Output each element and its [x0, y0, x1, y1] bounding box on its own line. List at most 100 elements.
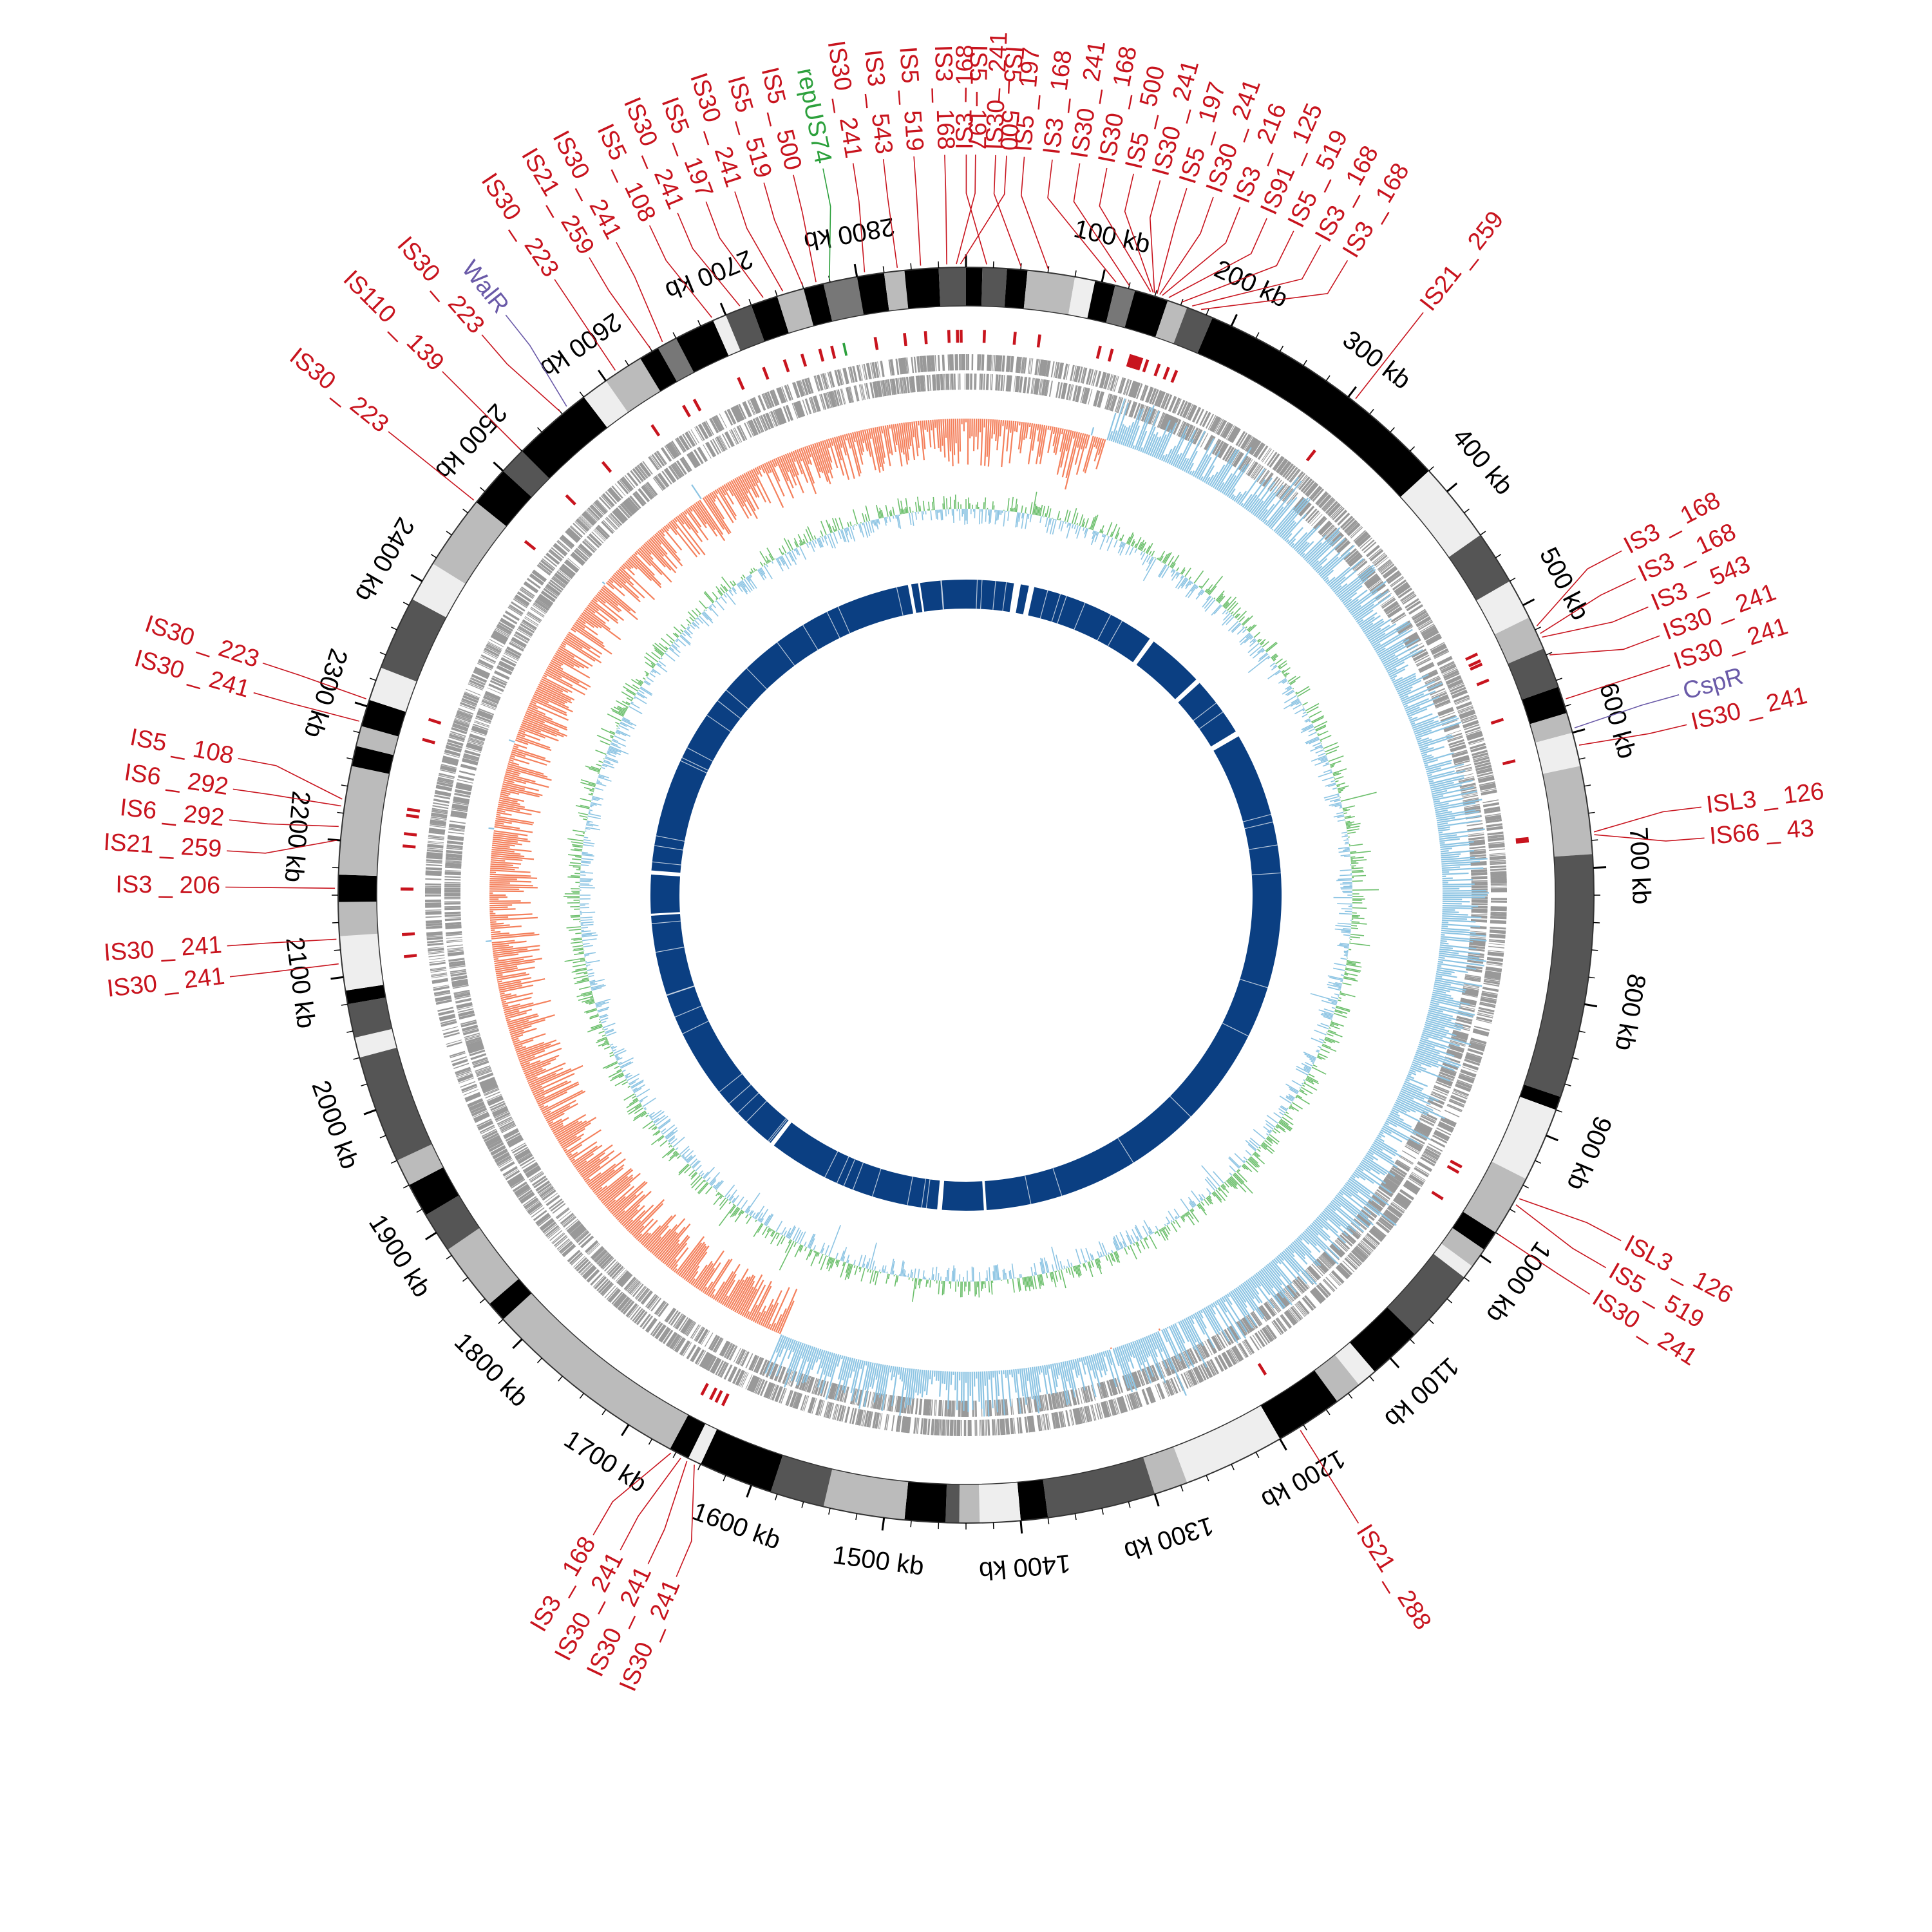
cds-reverse: [613, 1267, 625, 1280]
is-element-marker: [714, 1390, 723, 1403]
gc-skew-bar: [1088, 1355, 1097, 1379]
cds-reverse: [980, 374, 983, 390]
cds-reverse: [560, 567, 573, 578]
gc-content-bar: [1082, 521, 1085, 527]
cds-reverse: [633, 492, 645, 506]
cds-forward: [433, 990, 450, 994]
gc-skew-bar: [1221, 447, 1252, 494]
cds-forward: [523, 582, 538, 594]
gc-content-bar: [1066, 522, 1069, 528]
cds-reverse: [1452, 1031, 1469, 1037]
gc-skew-bar: [1341, 585, 1363, 603]
cds-reverse: [506, 649, 520, 658]
cds-forward: [1091, 370, 1096, 386]
gc-skew-bar: [499, 992, 505, 995]
cds-forward: [1489, 939, 1506, 942]
cds-forward: [769, 390, 777, 406]
gc-skew-bar: [764, 462, 770, 474]
gc-skew-bar: [491, 940, 527, 946]
gc-skew-bar: [1331, 1200, 1361, 1227]
cds-reverse: [1471, 870, 1488, 873]
cds-forward: [676, 1338, 687, 1353]
cds-forward: [753, 397, 761, 413]
cds-reverse: [909, 376, 912, 393]
cds-forward: [582, 1265, 595, 1278]
cds-forward: [532, 570, 547, 582]
cds-forward: [1216, 419, 1226, 435]
cds-forward: [1400, 591, 1414, 601]
gc-skew-bar: [1014, 421, 1017, 431]
gc-skew-bar: [1421, 1036, 1429, 1040]
cds-reverse: [1396, 1160, 1410, 1170]
gc-skew-bar: [1388, 1114, 1412, 1128]
cds-forward: [1463, 721, 1479, 728]
cds-forward: [527, 1202, 541, 1212]
cds-reverse: [1020, 1397, 1023, 1414]
cds-reverse: [703, 444, 712, 459]
cds-reverse: [1241, 1318, 1251, 1333]
gc-skew-bar: [1422, 754, 1432, 759]
cds-forward: [455, 1066, 471, 1074]
cds-reverse: [1420, 1115, 1436, 1124]
cds-reverse: [1080, 386, 1085, 403]
gc-skew-bar: [636, 1233, 643, 1240]
cds-reverse: [529, 1172, 544, 1182]
cds-forward: [502, 1166, 517, 1176]
cds-forward: [1486, 823, 1502, 828]
cds-forward: [878, 1413, 882, 1429]
gc-skew-bar: [1419, 1039, 1447, 1050]
cds-forward: [1449, 1098, 1465, 1106]
gc-skew-bar: [700, 1262, 721, 1292]
cds-forward: [1305, 482, 1316, 495]
cds-forward: [1154, 390, 1162, 406]
cds-reverse: [632, 1283, 644, 1298]
cds-forward: [1145, 386, 1153, 402]
cds-reverse: [446, 844, 463, 848]
cds-forward: [1376, 1221, 1390, 1233]
cds-forward: [437, 780, 453, 785]
cds-reverse: [654, 1300, 666, 1315]
cds-reverse: [692, 1325, 701, 1340]
cds-reverse: [1191, 428, 1200, 444]
cds-forward: [1439, 662, 1455, 670]
cds-forward: [699, 423, 709, 439]
gc-skew-bar: [1322, 569, 1334, 580]
gc-skew-bar: [1440, 848, 1452, 851]
cds-reverse: [476, 715, 492, 722]
cds-reverse: [1344, 549, 1357, 561]
gc-skew-bar: [490, 922, 504, 925]
gc-skew-bar: [1406, 1077, 1428, 1087]
cds-forward: [1373, 553, 1387, 565]
cds-reverse: [1226, 448, 1236, 463]
cds-reverse: [760, 415, 768, 431]
cds-forward: [488, 641, 503, 650]
cds-forward: [466, 688, 481, 696]
cds-reverse: [543, 588, 558, 600]
cds-forward: [980, 354, 981, 371]
cds-reverse: [1219, 1332, 1228, 1347]
gc-skew-bar: [631, 1203, 664, 1236]
gc-skew-bar: [560, 643, 566, 648]
is-element-marker: [1162, 366, 1170, 380]
gc-skew-bar: [1027, 423, 1036, 465]
cds-reverse: [1405, 1144, 1420, 1153]
cds-reverse: [475, 717, 491, 724]
gc-skew-bar: [1420, 746, 1434, 753]
cds-forward: [609, 1289, 621, 1303]
gc-skew-bar: [1385, 649, 1423, 670]
cds-reverse: [1132, 1372, 1139, 1388]
gc-skew-bar: [1438, 958, 1484, 967]
gc-skew-bar: [1320, 1213, 1328, 1222]
cds-forward: [1409, 1174, 1425, 1184]
gc-content-bar: [1016, 512, 1019, 527]
gc-skew-bar: [856, 431, 864, 455]
cds-reverse: [1402, 632, 1417, 642]
cds-forward: [1454, 697, 1470, 705]
cds-reverse: [777, 1367, 785, 1383]
cds-forward: [515, 1185, 530, 1196]
gc-skew-bar: [1441, 936, 1487, 942]
cds-reverse: [558, 1211, 572, 1222]
gc-content-bar: [1115, 532, 1120, 540]
cds-forward: [1438, 1122, 1454, 1132]
cds-reverse: [1231, 451, 1241, 466]
